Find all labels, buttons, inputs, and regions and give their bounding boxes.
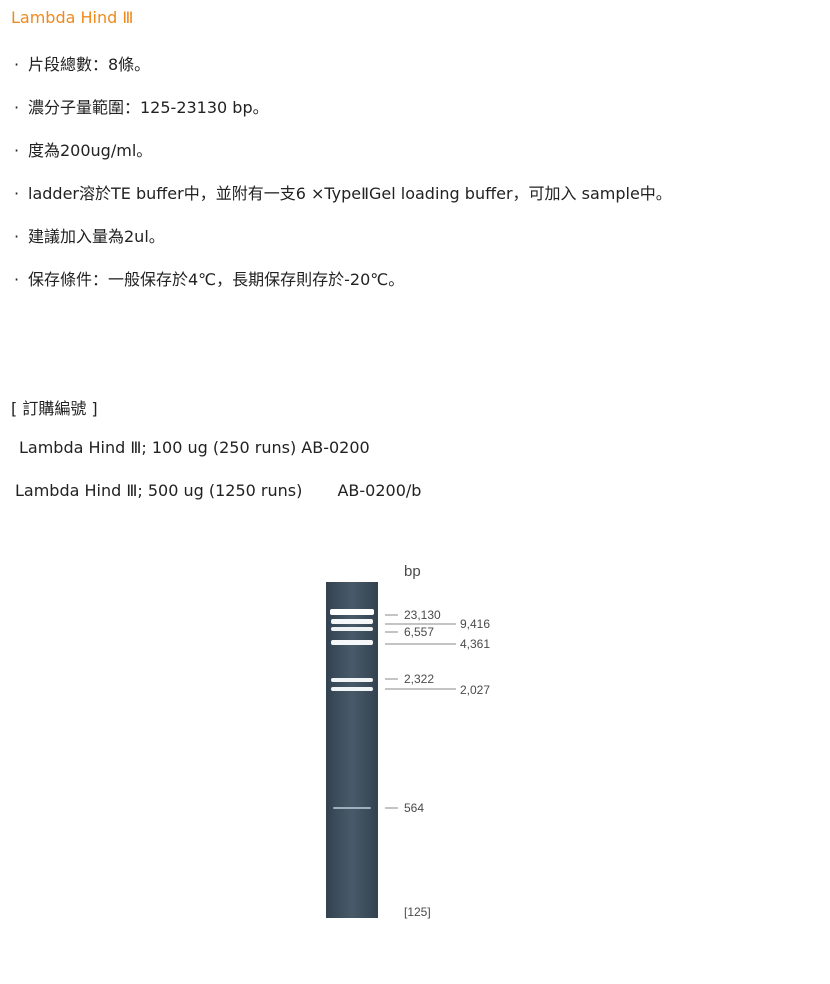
- bullet-marker: ·: [14, 227, 20, 246]
- label-6557: 6,557: [404, 625, 434, 639]
- bullet-marker: ·: [14, 141, 20, 160]
- gel-ladder-svg: bp 23,130 6,557 2,322 564 [125] 9,416: [326, 563, 490, 919]
- order-item-code: AB-0200/b: [337, 481, 422, 500]
- spec-bullet-3: · 度為200ug/ml。: [14, 137, 152, 161]
- label-2027: 2,027: [460, 683, 490, 697]
- bullet-marker: ·: [14, 55, 20, 74]
- order-item-text: Lambda Hind Ⅲ; 500 ug (1250 runs): [15, 481, 303, 500]
- gel-ladder-figure: bp 23,130 6,557 2,322 564 [125] 9,416: [300, 552, 520, 944]
- spec-bullet-5: · 建議加入量為2ul。: [14, 223, 165, 247]
- label-125: [125]: [404, 905, 431, 919]
- gel-left-ticks: [385, 614, 398, 809]
- spec-bullet-2: · 濃分子量範圍：125-23130 bp。: [14, 94, 269, 118]
- spec-bullet-6: · 保存條件：一般保存於4℃，長期保存則存於-20℃。: [14, 266, 404, 290]
- label-9416: 9,416: [460, 617, 490, 631]
- product-title: Lambda Hind Ⅲ: [11, 8, 134, 27]
- bullet-text: 片段總數：8條。: [28, 55, 151, 74]
- spec-bullet-4: · ladder溶於TE buffer中，並附有一支6 ×TypeⅡGel loa…: [14, 180, 672, 204]
- label-23130: 23,130: [404, 608, 441, 622]
- bullet-marker: ·: [14, 270, 20, 289]
- band-6557: [331, 627, 373, 631]
- bullet-text: 建議加入量為2ul。: [28, 227, 165, 246]
- bullet-text: 濃分子量範圍：125-23130 bp。: [28, 98, 269, 117]
- band-4361: [331, 640, 373, 645]
- band-9416: [331, 619, 373, 624]
- gel-lane: [326, 582, 378, 918]
- order-heading: [ 訂購編號 ]: [11, 399, 98, 418]
- order-item-text: Lambda Hind Ⅲ; 100 ug (250 runs) AB-0200: [19, 438, 370, 457]
- bullet-text: 度為200ug/ml。: [28, 141, 153, 160]
- order-item-1: Lambda Hind Ⅲ; 100 ug (250 runs) AB-0200: [19, 438, 370, 457]
- gel-unit-label: bp: [404, 563, 421, 580]
- label-564: 564: [404, 801, 424, 815]
- bullet-marker: ·: [14, 184, 20, 203]
- gel-bands: [330, 609, 374, 809]
- label-4361: 4,361: [460, 637, 490, 651]
- band-2027: [331, 687, 373, 691]
- order-item-2: Lambda Hind Ⅲ; 500 ug (1250 runs) AB-020…: [15, 481, 421, 500]
- label-2322: 2,322: [404, 672, 434, 686]
- gel-right-lines: [385, 623, 456, 690]
- spec-bullet-1: · 片段總數：8條。: [14, 51, 150, 75]
- band-564: [333, 807, 371, 809]
- bullet-text: 保存條件：一般保存於4℃，長期保存則存於-20℃。: [28, 270, 405, 289]
- bullet-marker: ·: [14, 98, 20, 117]
- band-2322: [331, 678, 373, 682]
- band-23130: [330, 609, 374, 615]
- bullet-text: ladder溶於TE buffer中，並附有一支6 ×TypeⅡGel load…: [28, 184, 672, 203]
